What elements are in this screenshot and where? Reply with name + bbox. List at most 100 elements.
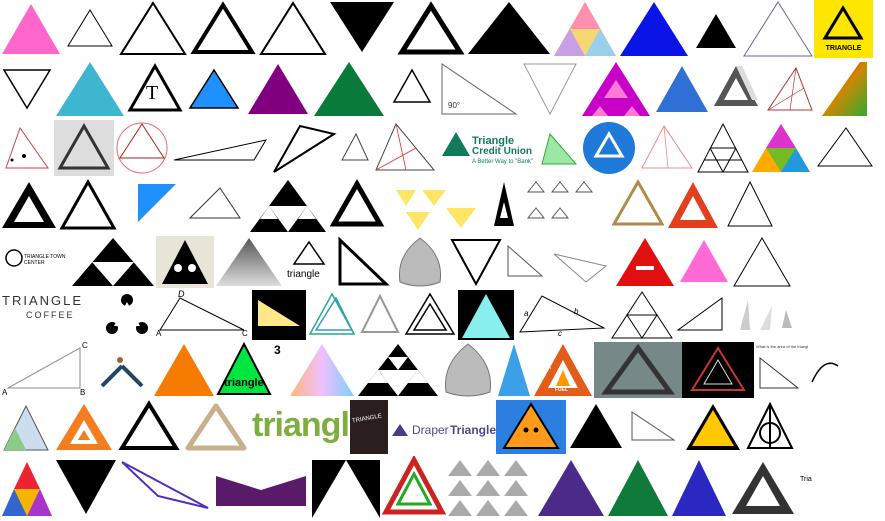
tri-neon-dark[interactable] xyxy=(682,342,754,398)
tri-outline-6[interactable] xyxy=(116,400,182,454)
tri-right-outline[interactable] xyxy=(334,236,392,288)
tri-blue-3[interactable] xyxy=(670,456,728,521)
tri-purple[interactable] xyxy=(244,60,312,118)
tri-black[interactable] xyxy=(466,0,552,58)
tri-obtuse[interactable] xyxy=(170,120,270,176)
tri-cartoon-orange[interactable] xyxy=(496,400,566,454)
tri-right-90[interactable]: 90° xyxy=(438,60,520,118)
tri-pink-2[interactable] xyxy=(676,236,732,288)
triangle-sign-yellow[interactable]: TRIANGLE xyxy=(814,0,873,58)
fire-triangle[interactable]: FUEL OXYGEN HEAT xyxy=(532,342,594,398)
tri-letter-t[interactable]: T xyxy=(126,60,184,118)
tri-indigo[interactable] xyxy=(536,456,606,521)
tri-small-diagram[interactable] xyxy=(546,236,614,288)
tri-sky-blue[interactable] xyxy=(496,342,532,398)
tri-instrument[interactable] xyxy=(612,178,664,234)
penrose-photo[interactable] xyxy=(594,342,682,398)
triforce-black[interactable] xyxy=(70,236,156,288)
tri-purple-outline-2[interactable] xyxy=(118,456,212,521)
tri-black-small[interactable] xyxy=(690,0,742,58)
tri-worksheet[interactable]: What is the area of the triangle? xyxy=(754,342,808,398)
tri-types-yellow[interactable] xyxy=(386,178,486,234)
tri-green-diagram[interactable] xyxy=(536,120,580,176)
sierpinski-outline[interactable] xyxy=(610,290,674,340)
tri-right-abc[interactable]: C A B xyxy=(0,342,94,398)
tri-angles[interactable] xyxy=(338,120,372,176)
tri-black-inverted-2[interactable] xyxy=(54,456,118,521)
tri-labeled-d[interactable]: D A C xyxy=(154,290,252,340)
tri-green-2[interactable] xyxy=(606,456,670,521)
triangle-word-logo[interactable]: triangle xyxy=(284,236,334,288)
tri-sierpinski-grid[interactable] xyxy=(446,456,536,521)
tri-teal[interactable] xyxy=(54,60,126,118)
tri-geometry[interactable] xyxy=(760,60,820,118)
tri-outline-3[interactable] xyxy=(58,178,118,234)
tri-small-outline[interactable] xyxy=(386,60,438,118)
tri-pink-lines[interactable] xyxy=(638,120,696,176)
tri-outline-thin[interactable] xyxy=(62,0,118,58)
tri-yellow-sign[interactable] xyxy=(682,400,744,454)
tri-colorful-grid[interactable] xyxy=(750,120,812,176)
tri-right-small[interactable] xyxy=(504,236,546,288)
tri-inverted-outline[interactable] xyxy=(0,60,54,118)
tri-geometry-colored[interactable] xyxy=(0,400,52,454)
penrose-dark[interactable] xyxy=(728,456,798,521)
tri-right-small-2[interactable] xyxy=(626,400,682,454)
tri-purple-band[interactable] xyxy=(212,456,310,521)
tri-blue[interactable] xyxy=(618,0,690,58)
tri-scalene[interactable] xyxy=(270,120,338,176)
tri-purple-outline[interactable] xyxy=(742,0,814,58)
reuleaux-gray[interactable] xyxy=(392,236,448,288)
tri-warning-red[interactable] xyxy=(664,178,722,234)
tri-green[interactable] xyxy=(312,60,386,118)
tri-yellow-black[interactable] xyxy=(252,290,306,340)
tri-orange[interactable] xyxy=(152,342,216,398)
reuleaux-gray-2[interactable] xyxy=(440,342,496,398)
tri-outline[interactable] xyxy=(118,0,188,58)
tri-inverted-gray[interactable] xyxy=(520,60,580,118)
tri-magenta-grid[interactable] xyxy=(580,60,652,118)
tri-gradient[interactable] xyxy=(820,60,867,118)
draper-triangle[interactable]: Draper Triangle xyxy=(388,400,496,454)
tri-dot-grid[interactable] xyxy=(566,400,626,454)
tri-black-white[interactable] xyxy=(310,456,382,521)
tri-pastel-gradient[interactable] xyxy=(288,342,356,398)
tri-instrument-2[interactable] xyxy=(358,290,402,340)
tri-geometry-dots[interactable] xyxy=(0,120,54,176)
tri-blue-corner[interactable] xyxy=(118,178,180,234)
pascal-hex-tri[interactable] xyxy=(458,290,514,340)
tri-types-chart[interactable] xyxy=(522,178,612,234)
tri-3d-gray-pieces[interactable] xyxy=(730,290,809,340)
tri-outline-4[interactable] xyxy=(722,178,778,234)
tri-right-labeled[interactable] xyxy=(674,290,730,340)
tri-inverted-outline-2[interactable] xyxy=(448,236,504,288)
deathly-hallows[interactable] xyxy=(744,400,796,454)
penrose-rainbow[interactable] xyxy=(382,456,446,521)
tri-3d-rings[interactable] xyxy=(306,290,358,340)
triangle-coffee[interactable]: TRIANGLE COFFEE xyxy=(0,290,100,340)
tri-mosaic[interactable] xyxy=(552,0,618,58)
triangle-wordmark[interactable]: triangle xyxy=(250,400,350,454)
sierpinski-black[interactable] xyxy=(248,178,328,234)
penrose-outline[interactable] xyxy=(402,290,458,340)
tri-outline-5[interactable] xyxy=(732,236,792,288)
tri-grid-outline[interactable] xyxy=(696,120,750,176)
triangle-credit-union[interactable]: Triangle Credit Union A Better Way to "Ban… xyxy=(438,120,536,176)
tri-app-icon[interactable] xyxy=(580,120,638,176)
tri-blue-outlined[interactable] xyxy=(184,60,244,118)
tri-orange-logo[interactable] xyxy=(52,400,116,454)
tri-black-inverted[interactable] xyxy=(328,0,396,58)
tri-blue-2[interactable] xyxy=(652,60,712,118)
tri-knot[interactable] xyxy=(328,178,386,234)
tri-angle-30[interactable] xyxy=(180,178,248,234)
tri-red-face[interactable] xyxy=(614,236,676,288)
tri-sticks-photo[interactable] xyxy=(54,120,114,176)
tri-pink[interactable] xyxy=(0,0,62,58)
tri-grunge[interactable] xyxy=(0,178,58,234)
tri-shaded-3d[interactable] xyxy=(214,236,284,288)
triangle-green-3[interactable]: triangle 3 xyxy=(216,342,288,398)
penrose-triangle[interactable] xyxy=(712,60,760,118)
tri-color-chart[interactable] xyxy=(0,456,54,521)
tri-outline-2[interactable] xyxy=(258,0,328,58)
tri-rounded-beige[interactable] xyxy=(182,400,250,454)
